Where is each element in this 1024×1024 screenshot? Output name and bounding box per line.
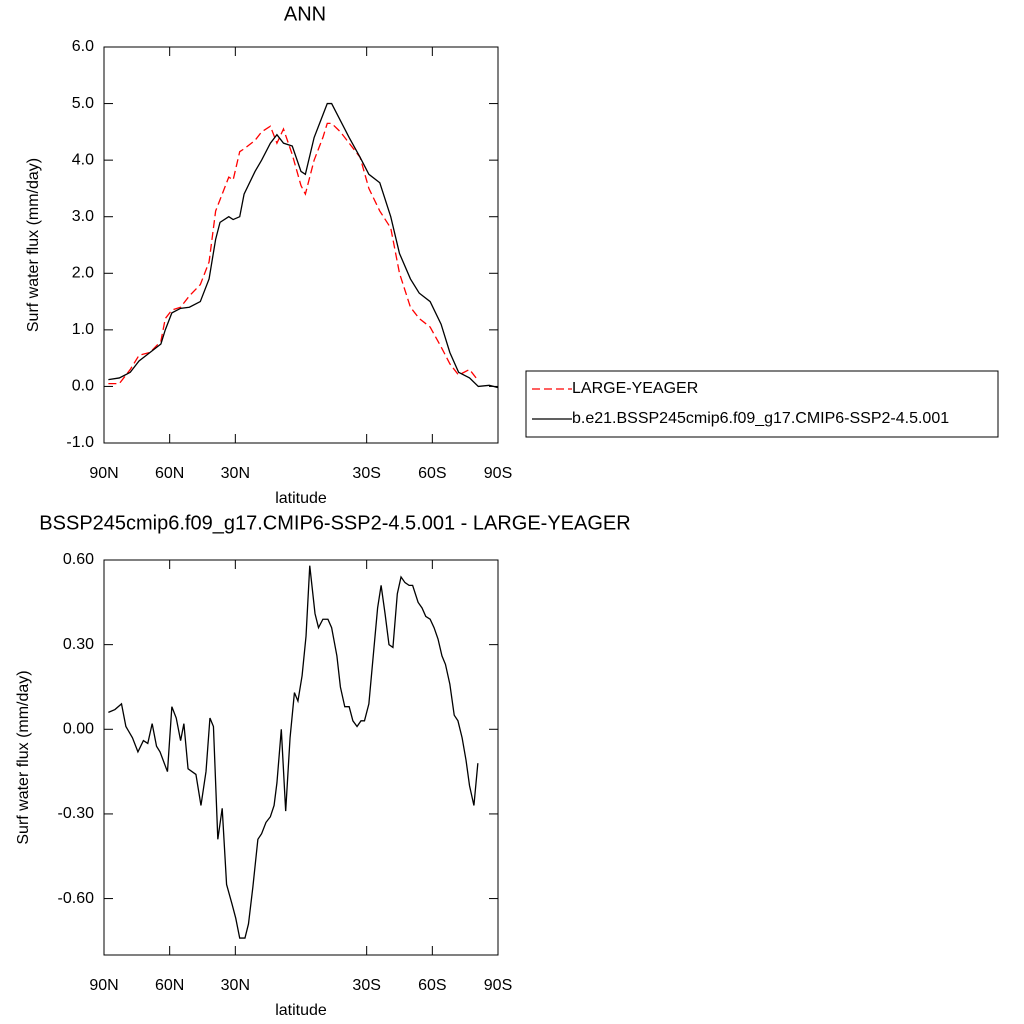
x-tick-label: 90N [89,977,118,994]
x-tick-label: 90N [89,465,118,482]
data-line [108,565,479,939]
x-tick-label: 30N [221,977,250,994]
y-axis-label: Surf water flux (mm/day) [25,158,42,332]
plot-frame [103,46,499,444]
y-tick-label: 0.0 [72,378,94,395]
y-tick-label: 2.0 [72,265,94,282]
y-axis-label: Surf water flux (mm/day) [15,670,32,844]
y-tick-label: 0.30 [63,636,94,653]
x-axis-label: latitude [275,1002,327,1019]
plot-frame [103,559,499,956]
x-tick-label: 60N [155,465,184,482]
y-tick-label: 0.60 [63,551,94,568]
x-tick-label: 90S [484,977,512,994]
y-tick-label: 1.0 [72,321,94,338]
x-tick-label: 30S [352,977,380,994]
chart-title: ANN [284,3,326,25]
y-tick-label: 4.0 [72,151,94,168]
data-line [108,122,479,385]
y-tick-label: 5.0 [72,95,94,112]
y-tick-label: 3.0 [72,208,94,225]
y-tick-label: 6.0 [72,38,94,55]
x-tick-label: 30S [352,465,380,482]
legend-box [525,370,999,438]
chart-title: BSSP245cmip6.f09_g17.CMIP6-SSP2-4.5.001 … [39,512,630,534]
y-tick-label: -1.0 [66,434,94,451]
x-tick-label: 30N [221,465,250,482]
y-tick-label: -0.60 [58,890,95,907]
x-tick-label: 60N [155,977,184,994]
y-tick-label: 0.00 [63,721,94,738]
x-tick-label: 60S [418,977,446,994]
x-tick-label: 60S [418,465,446,482]
x-tick-label: 90S [484,465,512,482]
x-axis-label: latitude [275,490,327,507]
y-tick-label: -0.30 [58,805,95,822]
legend-label: b.e21.BSSP245cmip6.f09_g17.CMIP6-SSP2-4.… [572,410,949,427]
legend-label: LARGE-YEAGER [572,380,698,397]
data-line [108,102,499,389]
